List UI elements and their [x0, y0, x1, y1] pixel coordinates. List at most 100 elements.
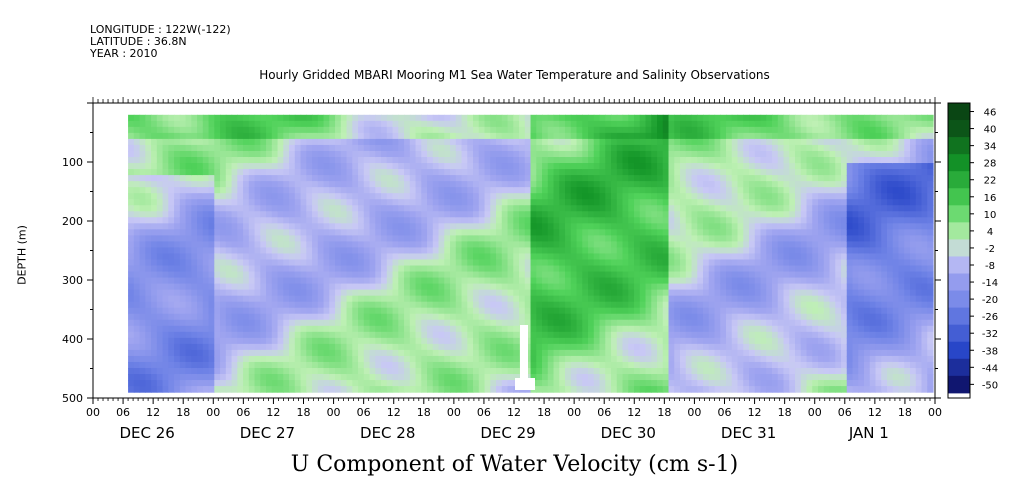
heatmap-cell [703, 120, 710, 128]
heatmap-cell [340, 265, 348, 273]
heatmap-cell [133, 337, 141, 345]
heatmap-cell [271, 157, 279, 164]
heatmap-cell [335, 193, 342, 200]
heatmap-cell [616, 325, 624, 333]
heatmap-cell [248, 355, 256, 363]
heatmap-cell [415, 343, 422, 351]
heatmap-cell [726, 187, 733, 194]
heatmap-cell [335, 325, 342, 333]
heatmap-cell [294, 325, 302, 333]
heatmap-cell [611, 307, 618, 315]
heatmap-cell [662, 301, 670, 309]
heatmap-cell [381, 114, 388, 122]
heatmap-cell [145, 277, 152, 285]
heatmap-cell [398, 289, 405, 297]
heatmap-cell [559, 247, 566, 255]
heatmap-cell [593, 150, 601, 158]
heatmap-cell [277, 361, 284, 369]
heatmap-cell [174, 150, 181, 158]
heatmap-cell [726, 343, 733, 351]
heatmap-cell [438, 199, 445, 206]
heatmap-cell [312, 361, 319, 369]
heatmap-cell [467, 169, 474, 176]
heatmap-cell [248, 175, 256, 182]
heatmap-cell [346, 211, 353, 218]
heatmap-cell [271, 126, 279, 134]
heatmap-cell [616, 301, 624, 309]
heatmap-cell [611, 187, 618, 194]
heatmap-cell [467, 295, 474, 303]
heatmap-cell [398, 343, 405, 351]
heatmap-cell [530, 265, 537, 273]
heatmap-cell [547, 337, 555, 345]
heatmap-cell [749, 217, 756, 224]
heatmap-cell [513, 126, 520, 134]
heatmap-cell [185, 386, 192, 393]
heatmap-cell [582, 380, 589, 387]
heatmap-cell [335, 374, 342, 381]
heatmap-cell [179, 132, 187, 140]
heatmap-cell [570, 331, 578, 339]
heatmap-cell [697, 319, 704, 327]
heatmap-cell [645, 301, 652, 309]
heatmap-cell [605, 163, 612, 170]
heatmap-cell [283, 380, 290, 387]
heatmap-cell [283, 355, 290, 363]
heatmap-cell [668, 307, 675, 315]
heatmap-cell [260, 313, 267, 321]
heatmap-cell [271, 325, 279, 333]
heatmap-cell [432, 319, 440, 327]
heatmap-cell [151, 295, 158, 303]
heatmap-cell [312, 253, 319, 261]
heatmap-cell [616, 247, 624, 255]
heatmap-cell [519, 175, 526, 182]
heatmap-cell [478, 181, 486, 188]
heatmap-cell [381, 337, 388, 345]
heatmap-cell [415, 253, 422, 261]
heatmap-cell [185, 157, 192, 164]
heatmap-cell [703, 217, 710, 224]
heatmap-cell [145, 374, 152, 381]
heatmap-cell [731, 163, 739, 170]
heatmap-cell [254, 374, 261, 381]
heatmap-cell [375, 223, 382, 230]
heatmap-cell [409, 217, 417, 224]
heatmap-cell [289, 235, 296, 242]
heatmap-cell [386, 138, 394, 146]
heatmap-cell [582, 301, 589, 309]
heatmap-cell [611, 217, 618, 224]
heatmap-cell [312, 271, 319, 279]
heatmap-cell [139, 229, 146, 236]
heatmap-cell [174, 187, 181, 194]
heatmap-cell [185, 374, 192, 381]
heatmap-cell [524, 144, 532, 152]
heatmap-cell [668, 223, 675, 230]
heatmap-cell [248, 187, 256, 194]
heatmap-cell [191, 331, 198, 339]
heatmap-cell [582, 175, 589, 182]
heatmap-cell [231, 325, 238, 333]
heatmap-cell [513, 295, 520, 303]
heatmap-cell [346, 150, 353, 158]
heatmap-cell [720, 114, 727, 122]
heatmap-cell [703, 325, 710, 333]
heatmap-cell [260, 205, 267, 212]
heatmap-cell [450, 386, 457, 393]
heatmap-cell [737, 144, 744, 152]
heatmap-cell [680, 175, 687, 182]
heatmap-cell [381, 235, 388, 242]
heatmap-cell [197, 217, 204, 224]
heatmap-cell [473, 295, 480, 303]
heatmap-cell [266, 126, 273, 134]
heatmap-cell [421, 241, 428, 249]
heatmap-cell [691, 355, 698, 363]
heatmap-cell [404, 374, 411, 381]
heatmap-cell [208, 289, 215, 297]
heatmap-cell [404, 235, 411, 242]
heatmap-cell [358, 163, 365, 170]
heatmap-cell [254, 169, 261, 176]
heatmap-cell [530, 132, 537, 140]
heatmap-cell [645, 355, 652, 363]
heatmap-cell [720, 205, 727, 212]
heatmap-cell [346, 283, 353, 291]
